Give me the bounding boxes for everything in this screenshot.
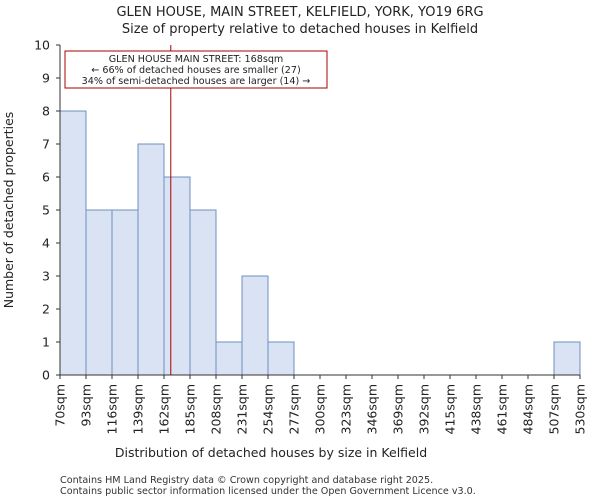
x-tick-label: 438sqm xyxy=(469,384,484,434)
x-tick-label: 93sqm xyxy=(79,384,94,427)
x-tick-label: 346sqm xyxy=(365,384,380,434)
y-tick-label: 2 xyxy=(42,302,50,317)
annotation-line-1: GLEN HOUSE MAIN STREET: 168sqm xyxy=(109,54,284,65)
y-tick-label: 1 xyxy=(42,335,50,350)
x-tick-label: 300sqm xyxy=(313,384,328,434)
annotation-frame xyxy=(64,50,328,89)
bars xyxy=(59,110,581,376)
annotation-line-2: ← 66% of detached houses are smaller (27… xyxy=(91,65,300,76)
bar-208sqm xyxy=(215,341,243,376)
x-tick-label: 231sqm xyxy=(235,384,250,434)
y-axis: 0 1 2 3 4 5 6 7 8 9 10 xyxy=(34,38,61,383)
bar-93sqm xyxy=(85,209,113,376)
x-tick-label: 162sqm xyxy=(157,384,172,434)
chart-title: GLEN HOUSE, MAIN STREET, KELFIELD, YORK,… xyxy=(116,5,483,20)
x-tick-label: 415sqm xyxy=(443,384,458,434)
y-tick-label: 8 xyxy=(42,104,50,119)
y-tick-label: 0 xyxy=(42,368,50,383)
x-tick-label: 185sqm xyxy=(183,384,198,434)
x-tick-label: 70sqm xyxy=(53,384,68,427)
bar-116sqm xyxy=(111,209,139,376)
y-tick-label: 5 xyxy=(42,203,50,218)
x-tick-label: 392sqm xyxy=(417,384,432,434)
annotation-box: GLEN HOUSE MAIN STREET: 168sqm ← 66% of … xyxy=(64,50,328,89)
x-tick-label: 208sqm xyxy=(209,384,224,434)
y-tick-label: 4 xyxy=(42,236,50,251)
bar-231sqm xyxy=(241,275,269,376)
x-tick-label: 254sqm xyxy=(261,384,276,434)
footer-line-2: Contains public sector information licen… xyxy=(60,486,476,497)
x-axis-label: Distribution of detached houses by size … xyxy=(115,445,427,460)
x-axis: 70sqm 93sqm 116sqm 139sqm 162sqm 185sqm 208sqm… xyxy=(53,374,588,434)
bar-254sqm xyxy=(267,341,295,376)
x-tick-label: 484sqm xyxy=(521,384,536,434)
bar-507sqm xyxy=(553,341,581,376)
y-tick-label: 7 xyxy=(42,137,50,152)
bar-162sqm xyxy=(163,176,191,376)
x-tick-label: 277sqm xyxy=(287,384,302,434)
x-tick-label: 461sqm xyxy=(495,384,510,434)
y-tick-label: 6 xyxy=(42,170,50,185)
x-tick-label: 369sqm xyxy=(391,384,406,434)
y-tick-label: 3 xyxy=(42,269,50,284)
x-tick-label: 139sqm xyxy=(131,384,146,434)
bar-70sqm xyxy=(59,110,87,376)
x-tick-label: 323sqm xyxy=(339,384,354,434)
annotation-line-3: 34% of semi-detached houses are larger (… xyxy=(82,76,311,87)
footer-line-1: Contains HM Land Registry data © Crown c… xyxy=(60,475,433,486)
x-tick-label: 530sqm xyxy=(573,384,588,434)
bar-139sqm xyxy=(137,143,165,376)
chart-subtitle: Size of property relative to detached ho… xyxy=(122,22,478,37)
x-tick-label: 507sqm xyxy=(547,384,562,434)
y-tick-label: 10 xyxy=(34,38,50,53)
y-tick-label: 9 xyxy=(42,71,50,86)
y-axis-label: Number of detached properties xyxy=(1,112,16,309)
bar-185sqm xyxy=(189,209,217,376)
x-tick-label: 116sqm xyxy=(105,384,120,434)
